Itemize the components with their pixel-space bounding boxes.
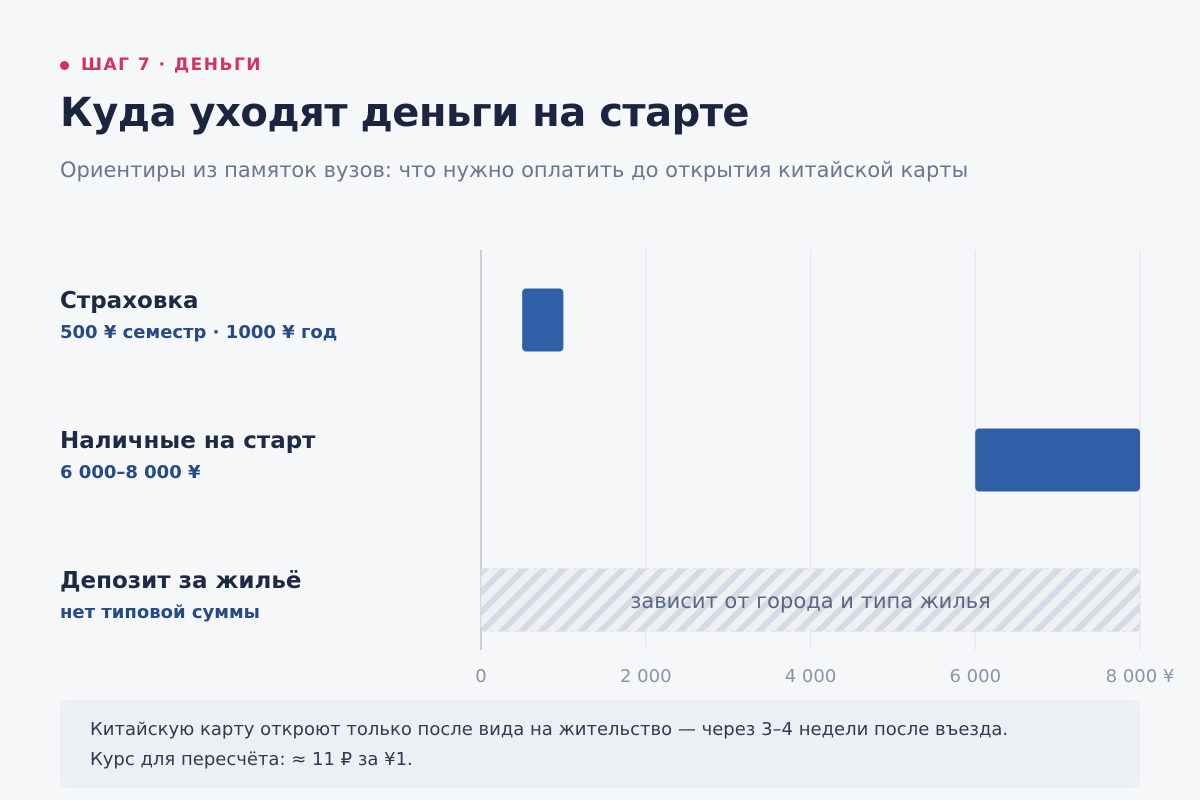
page-title: Куда уходят деньги на старте: [60, 90, 750, 136]
step-eyebrow: ШАГ 7 · ДЕНЬГИ: [60, 55, 262, 75]
row-name: Страховка: [60, 288, 199, 314]
note-line-2: Курс для пересчёта: ≈ 11 ₽ за ¥1.: [90, 749, 413, 770]
bar-insurance: [522, 288, 564, 352]
row-sublabel: 500 ¥ семестр · 1000 ¥ год: [60, 322, 338, 343]
eyebrow-dot-icon: [60, 60, 69, 70]
x-tick-label: 8 000 ¥: [1106, 666, 1175, 687]
row-name: Наличные на старт: [60, 428, 316, 454]
bar-annotation: зависит от города и типа жилья: [630, 589, 991, 613]
row-label-deposit: Депозит за жильё нет типовой суммы: [60, 568, 301, 623]
row-sublabel: нет типовой суммы: [60, 602, 260, 623]
range-bar-chart: зависит от города и типа жилья 0 2 000 4 0…: [475, 250, 1175, 687]
row-label-insurance: Страховка 500 ¥ семестр · 1000 ¥ год: [60, 288, 337, 343]
eyebrow-label: ШАГ 7 · ДЕНЬГИ: [81, 55, 263, 75]
row-sublabel: 6 000–8 000 ¥: [60, 462, 201, 483]
row-label-cash: Наличные на старт 6 000–8 000 ¥: [60, 428, 316, 483]
x-tick-label: 6 000: [949, 666, 1001, 687]
x-tick-label: 4 000: [785, 666, 837, 687]
x-tick-label: 0: [475, 666, 486, 687]
info-note: Китайскую карту откроют только после вид…: [60, 700, 1140, 788]
page-subtitle: Ориентиры из памяток вузов: что нужно оп…: [60, 158, 969, 182]
note-line-1: Китайскую карту откроют только после вид…: [90, 719, 1009, 740]
bar-deposit-hatched: [480, 567, 1141, 633]
row-name: Депозит за жильё: [60, 568, 302, 594]
x-tick-label: 2 000: [620, 666, 672, 687]
bar-cash: [975, 428, 1140, 492]
